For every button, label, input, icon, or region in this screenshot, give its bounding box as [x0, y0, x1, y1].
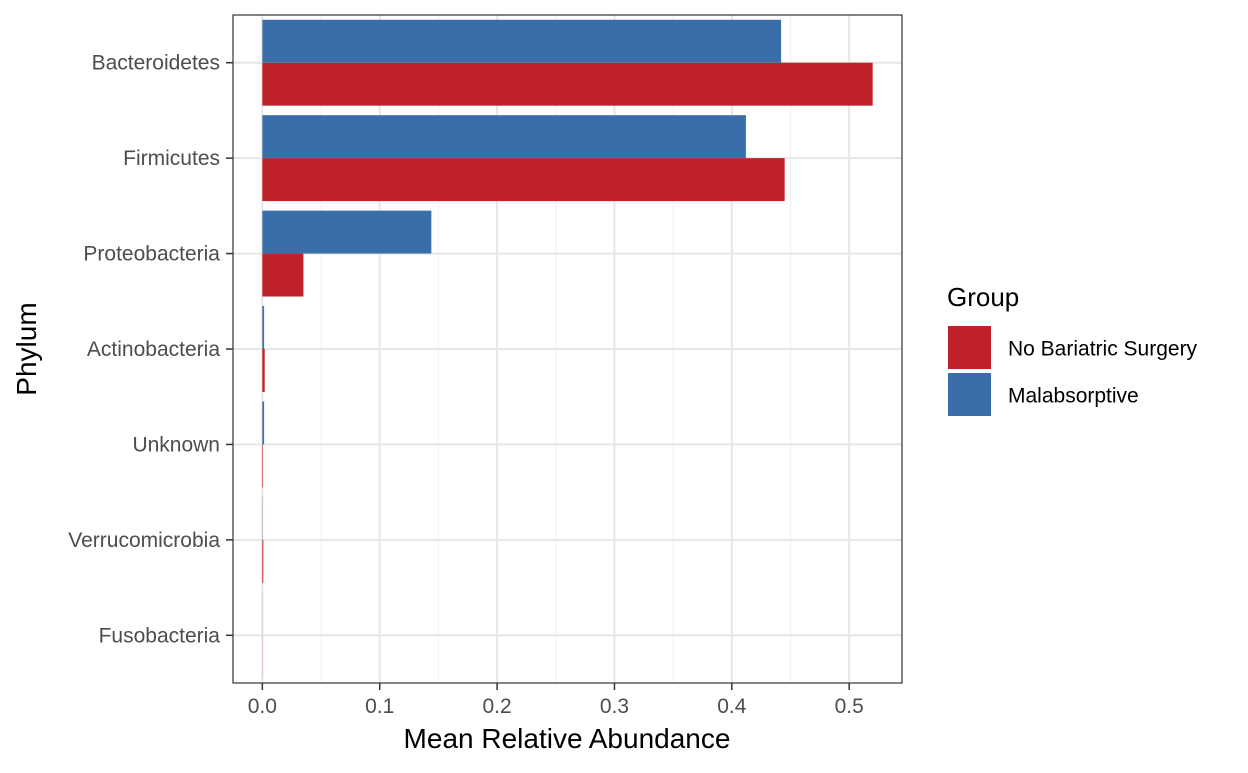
x-tick-label: 0.4: [717, 695, 747, 718]
bar: [262, 401, 264, 444]
bar: [262, 540, 263, 583]
y-tick-label: Verrucomicrobia: [68, 529, 220, 552]
bar: [262, 444, 263, 487]
y-tick-label: Actinobacteria: [87, 338, 220, 361]
y-tick-label: Bacteroidetes: [92, 52, 220, 75]
bar: [262, 254, 303, 297]
y-axis: Bacteroidetes Firmicutes Proteobacteria Act…: [68, 52, 233, 648]
legend-swatch: [948, 326, 991, 369]
x-tick-label: 0.5: [835, 695, 864, 718]
x-axis-title: Mean Relative Abundance: [404, 723, 731, 754]
bar: [262, 211, 431, 254]
y-tick-label: Proteobacteria: [83, 243, 220, 266]
bar: [262, 306, 264, 349]
legend: Group No Bariatric Surgery Malabsorptive: [947, 282, 1198, 416]
y-tick-label: Fusobacteria: [99, 624, 221, 647]
legend-label: No Bariatric Surgery: [1008, 338, 1198, 361]
y-tick-label: Unknown: [132, 433, 220, 456]
bar: [262, 349, 264, 392]
legend-label: Malabsorptive: [1008, 385, 1139, 408]
x-tick-label: 0.1: [365, 695, 394, 718]
y-tick-label: Firmicutes: [123, 147, 220, 170]
x-tick-label: 0.2: [482, 695, 511, 718]
y-axis-title: Phylum: [11, 302, 42, 395]
bar: [262, 63, 872, 106]
x-tick-label: 0.0: [248, 695, 277, 718]
legend-title: Group: [947, 282, 1019, 312]
bar: [262, 115, 746, 158]
bar: [262, 158, 784, 201]
legend-swatch: [948, 373, 991, 416]
bar: [262, 20, 781, 63]
x-axis: 0.0 0.1 0.2 0.3 0.4 0.5: [248, 683, 864, 718]
x-tick-label: 0.3: [600, 695, 629, 718]
